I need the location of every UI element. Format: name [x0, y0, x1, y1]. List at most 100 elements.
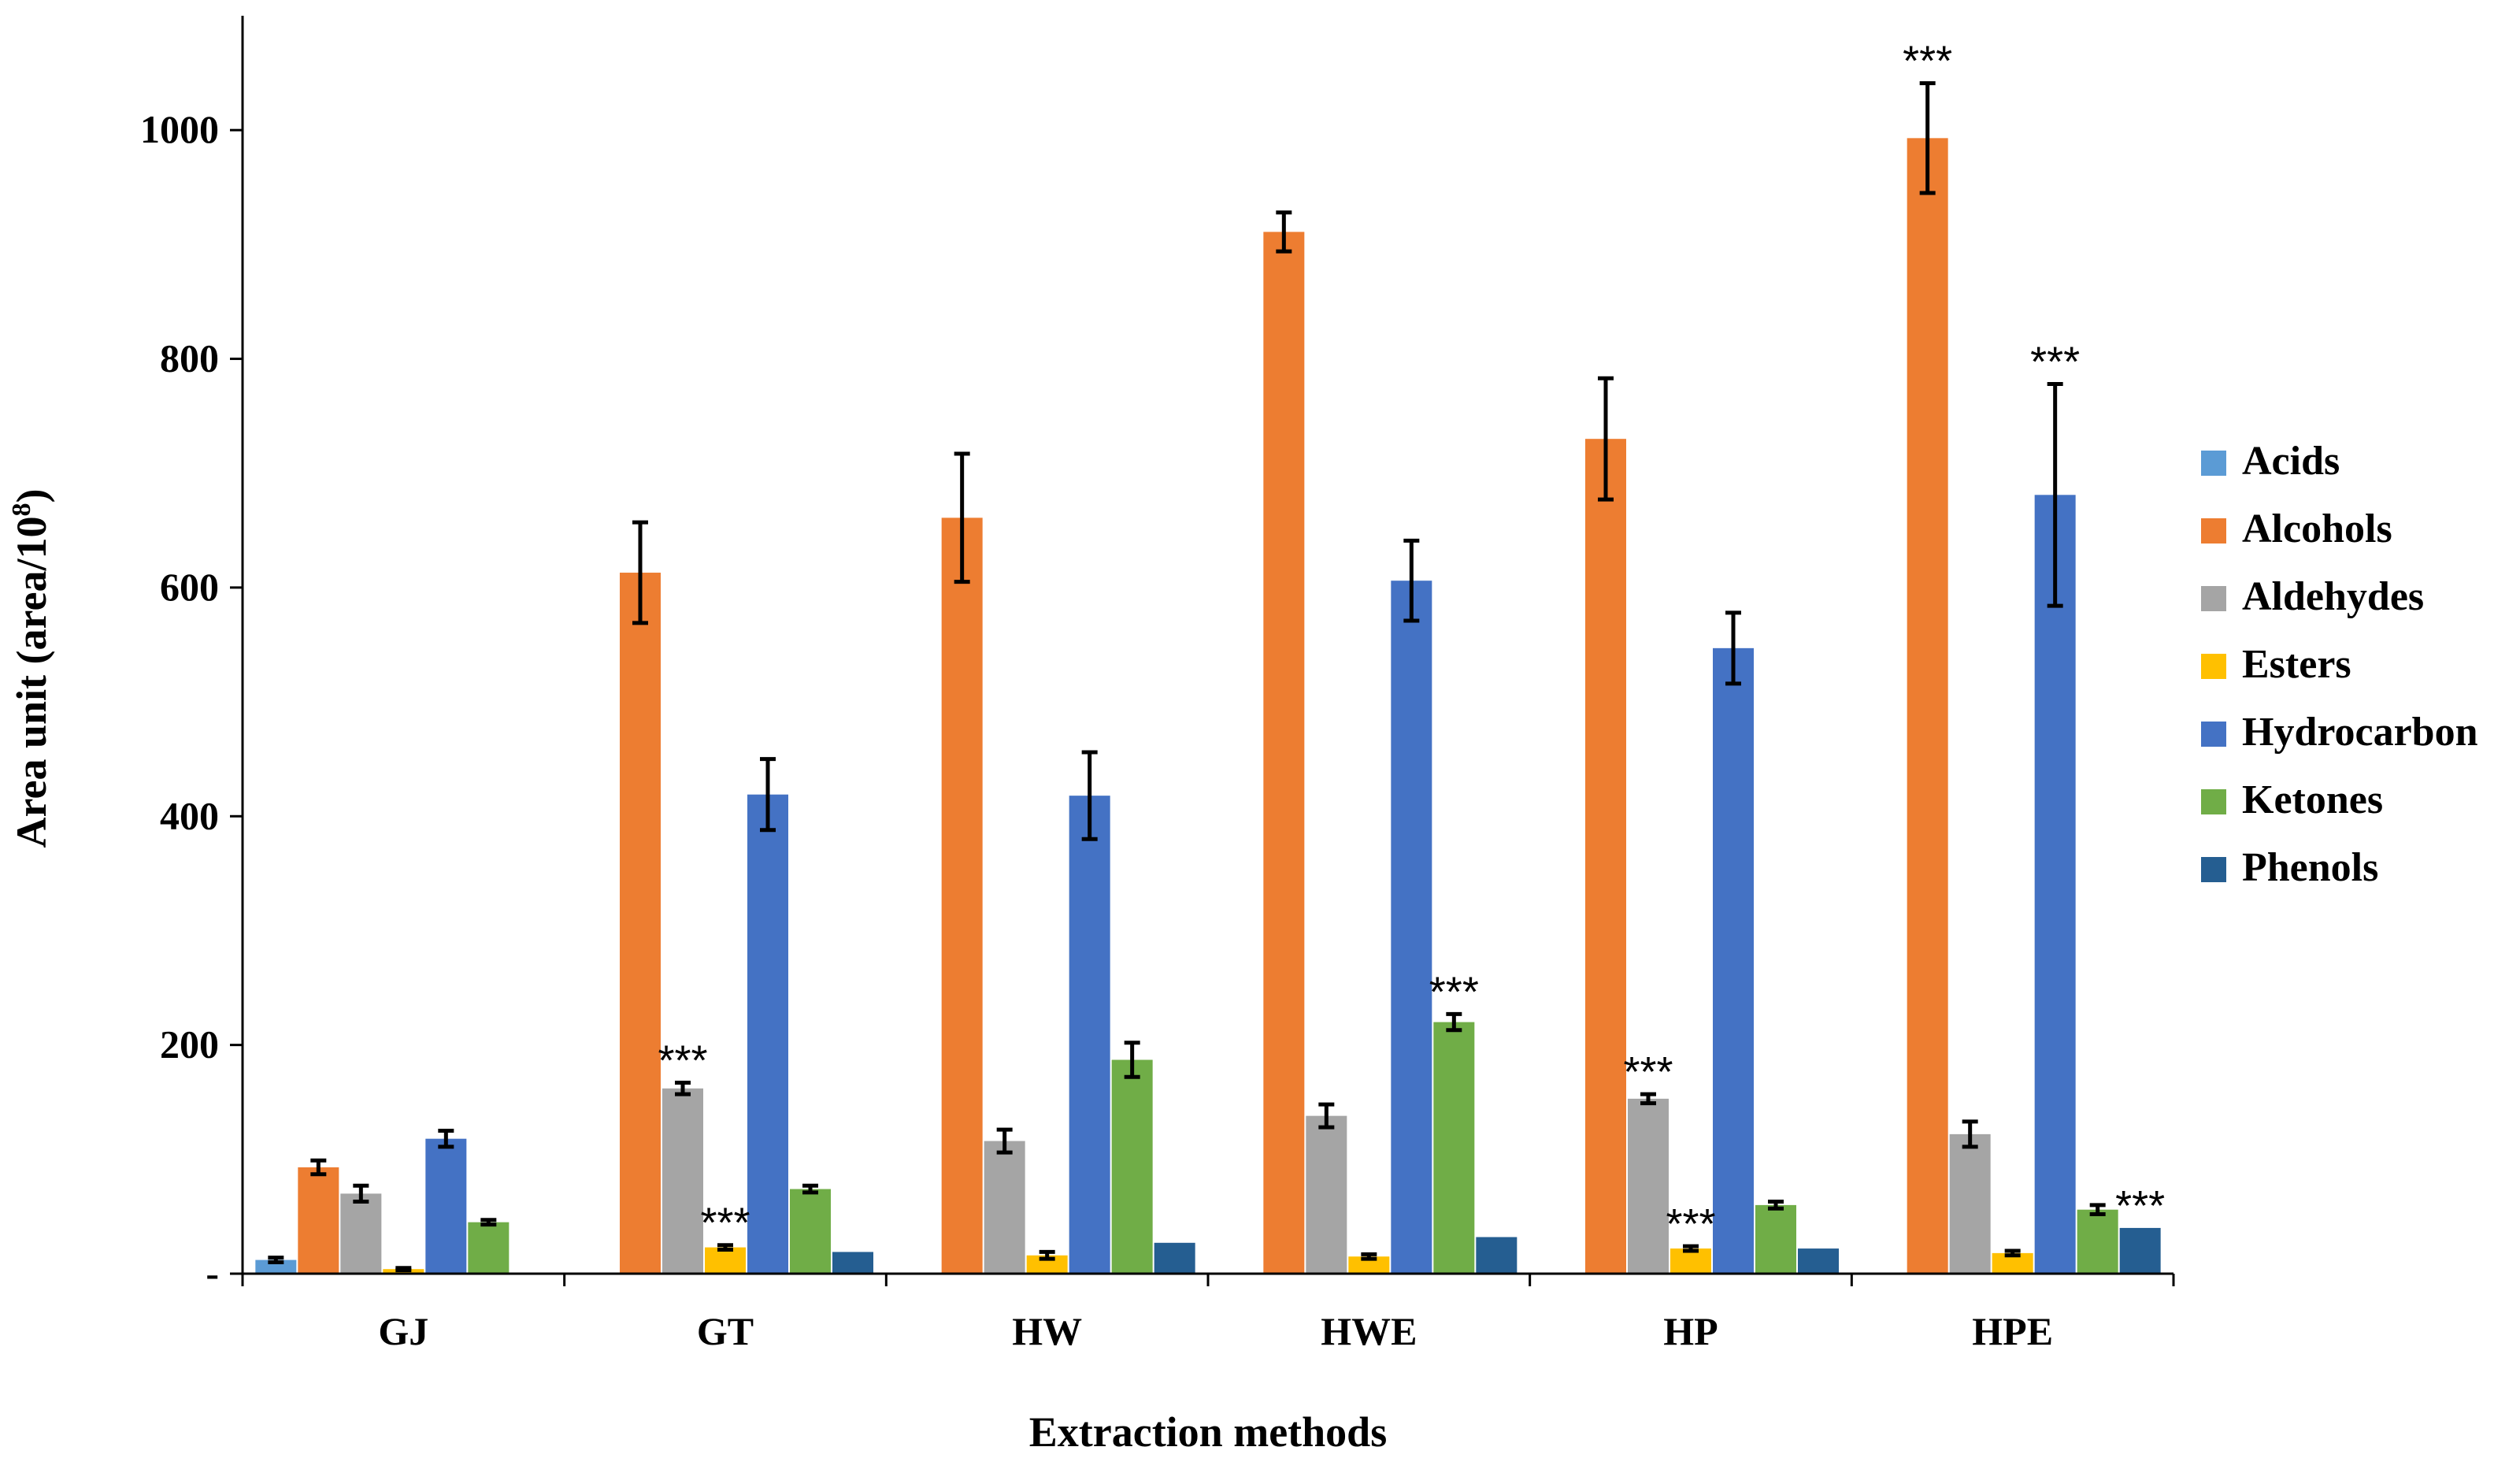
- plot-area: *** *** *** *** *** *** *** ***: [255, 38, 2165, 1275]
- legend-item-acids: Acids: [2201, 439, 2340, 484]
- error-bar: [1640, 1092, 1656, 1106]
- bar-alcohols-hw: [941, 518, 983, 1274]
- bar-ketones-hwe: [1433, 1022, 1475, 1274]
- bar-phenols-hpe: [2119, 1227, 2161, 1274]
- error-bar: [760, 757, 776, 833]
- legend-item-ketones: Ketones: [2201, 777, 2383, 822]
- legend-label: Phenols: [2242, 845, 2378, 890]
- bar-alcohols-hpe: [1907, 138, 1948, 1274]
- legend-label: Esters: [2242, 642, 2351, 687]
- x-tick-label: GJ: [378, 1309, 428, 1353]
- x-tick-label: HWE: [1321, 1309, 1417, 1353]
- legend-label: Ketones: [2242, 777, 2383, 822]
- error-bar: [1403, 538, 1420, 623]
- error-bar: [1598, 376, 1614, 502]
- error-bar: [1683, 1244, 1699, 1253]
- bar-phenols-hp: [1798, 1248, 1839, 1274]
- bar-phenols-gt: [832, 1252, 873, 1274]
- significance-annotation: ***: [658, 1037, 707, 1085]
- error-bar: [717, 1243, 733, 1252]
- significance-annotation: ***: [700, 1200, 750, 1247]
- bar-hydrocarbon-hw: [1069, 796, 1110, 1274]
- error-bar: [1124, 1041, 1140, 1079]
- x-tick-label: HW: [1012, 1309, 1082, 1353]
- error-bar: [1768, 1200, 1784, 1211]
- bar-ketones-hp: [1755, 1204, 1796, 1274]
- legend-label: Aldehydes: [2242, 574, 2424, 619]
- error-bar: [2089, 1203, 2106, 1217]
- bar-ketones-gj: [468, 1222, 510, 1274]
- error-bar: [353, 1183, 369, 1204]
- bar-aldehydes-gj: [340, 1193, 382, 1274]
- legend-swatch: [2201, 722, 2226, 747]
- bar-ketones-hpe: [2077, 1209, 2118, 1274]
- y-axis-label-close: ): [8, 489, 55, 503]
- bar-aldehydes-hw: [984, 1141, 1025, 1274]
- error-bar: [1725, 610, 1741, 686]
- y-axis-ticks: - 200 400 600 800 1000: [140, 107, 243, 1295]
- legend-swatch: [2201, 518, 2226, 544]
- y-tick-label: -: [206, 1251, 219, 1295]
- bar-hydrocarbon-hpe: [2034, 495, 2076, 1274]
- y-tick-label: 400: [160, 793, 219, 837]
- error-bar: [395, 1266, 412, 1273]
- legend-swatch: [2201, 857, 2226, 882]
- significance-annotation: ***: [2115, 1182, 2165, 1230]
- legend-item-hydrocarbon: Hydrocarbon: [2201, 710, 2478, 755]
- legend-swatch: [2201, 789, 2226, 814]
- error-bar: [1276, 210, 1292, 254]
- axes: [241, 16, 2174, 1275]
- x-axis-label: Extraction methods: [1029, 1408, 1387, 1456]
- bar-ketones-gt: [790, 1189, 831, 1274]
- y-tick-label: 200: [160, 1022, 219, 1067]
- bar-aldehydes-gt: [662, 1088, 703, 1274]
- error-bar: [675, 1081, 691, 1096]
- y-tick-label: 800: [160, 336, 219, 380]
- legend-item-aldehydes: Aldehydes: [2201, 574, 2424, 619]
- significance-annotation: ***: [1429, 968, 1479, 1015]
- y-axis-label-main: Area unit (area/10: [8, 517, 55, 848]
- x-tick-label: HP: [1663, 1309, 1718, 1353]
- bar-esters-hw: [1026, 1255, 1068, 1274]
- bar-phenols-hw: [1154, 1242, 1195, 1274]
- error-bar: [1039, 1249, 1055, 1261]
- bar-alcohols-hwe: [1263, 232, 1305, 1274]
- bar-alcohols-gj: [298, 1167, 339, 1274]
- error-bar: [1318, 1102, 1335, 1130]
- legend: Acids Alcohols Aldehydes Esters Hydrocarbon K…: [2201, 439, 2478, 890]
- legend-label: Acids: [2242, 439, 2340, 484]
- legend-swatch: [2201, 451, 2226, 476]
- legend-item-esters: Esters: [2201, 642, 2351, 687]
- legend-item-phenols: Phenols: [2201, 845, 2378, 890]
- legend-label: Alcohols: [2242, 506, 2392, 551]
- bar-phenols-hwe: [1476, 1237, 1518, 1274]
- bar-hydrocarbon-hwe: [1391, 581, 1432, 1274]
- error-bar: [1361, 1252, 1377, 1261]
- error-bar: [310, 1158, 327, 1177]
- error-bar: [1962, 1119, 1978, 1149]
- significance-annotation: ***: [1903, 38, 1952, 85]
- bar-esters-hwe: [1348, 1256, 1390, 1274]
- bar-aldehydes-hpe: [1949, 1133, 1991, 1274]
- error-bar: [268, 1256, 284, 1264]
- error-bar: [480, 1218, 497, 1227]
- error-bar: [438, 1129, 454, 1149]
- bar-acids-gj: [255, 1260, 297, 1274]
- legend-label: Hydrocarbon: [2242, 710, 2478, 755]
- bar-ketones-hw: [1111, 1059, 1153, 1274]
- error-bar: [1081, 750, 1098, 841]
- bar-alcohols-gt: [620, 573, 661, 1274]
- error-bar: [2004, 1248, 2021, 1258]
- bar-aldehydes-hp: [1628, 1098, 1669, 1274]
- error-bar: [2047, 381, 2063, 608]
- bar-esters-gt: [705, 1247, 746, 1274]
- legend-swatch: [2201, 586, 2226, 611]
- significance-annotation: ***: [1666, 1200, 1715, 1248]
- significance-annotation: ***: [2030, 338, 2080, 385]
- error-bar: [1446, 1011, 1462, 1033]
- x-axis-ticks: GJ GT HW HWE HP HPE: [241, 1274, 2175, 1353]
- error-bar: [1919, 81, 1936, 195]
- error-bar: [632, 520, 648, 625]
- significance-annotation: ***: [1623, 1048, 1673, 1096]
- bar-hydrocarbon-gj: [425, 1138, 467, 1274]
